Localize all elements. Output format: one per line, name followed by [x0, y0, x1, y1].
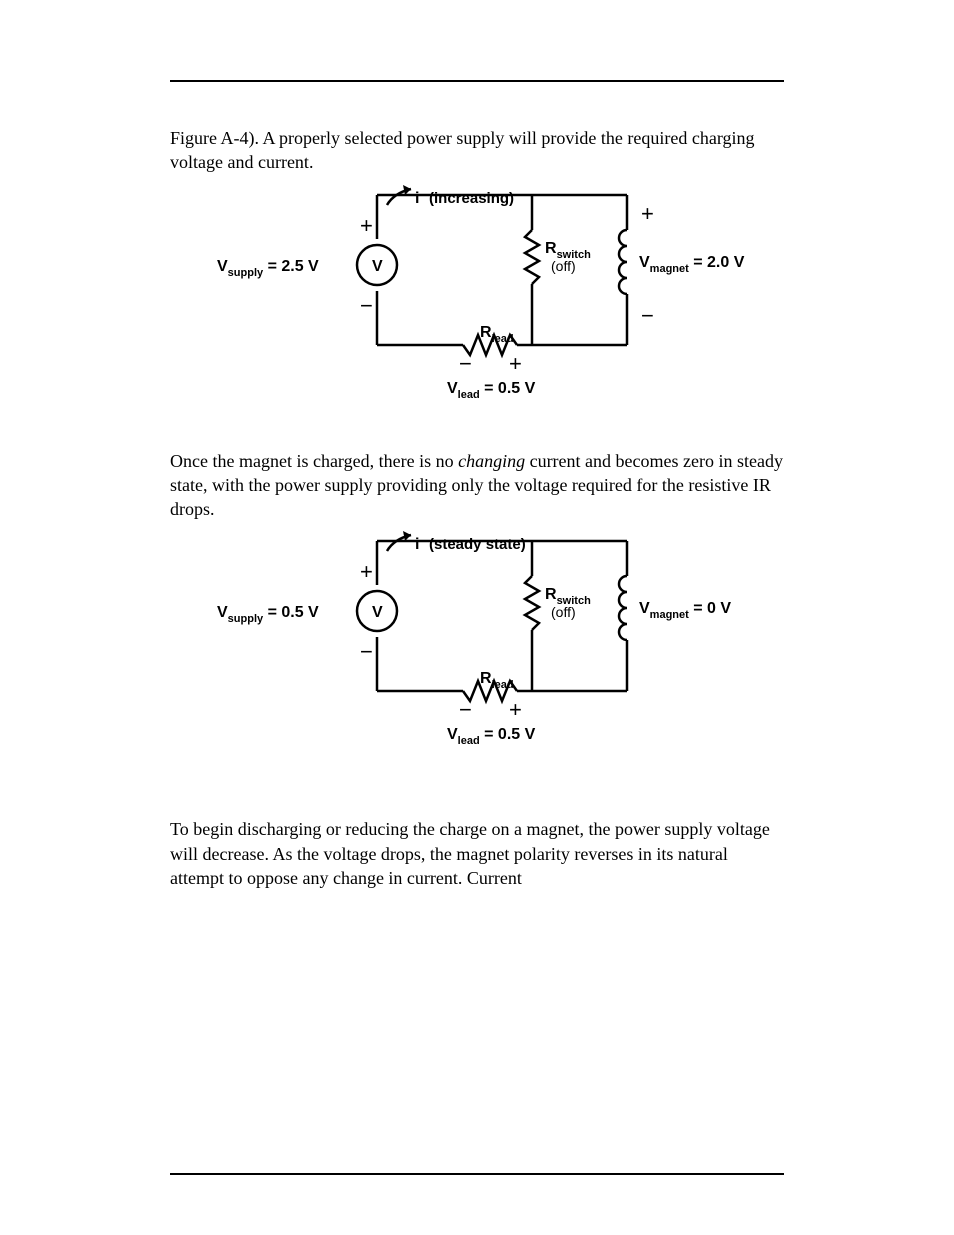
supply-plus-sign: +: [360, 559, 373, 584]
r-switch-note: (off): [551, 604, 576, 620]
r-lead-label: Rlead: [480, 670, 514, 691]
v-lead-label: Vlead = 0.5 V: [447, 726, 536, 747]
bottom-rule: [170, 1173, 784, 1175]
v-lead-label: Vlead = 0.5 V: [447, 380, 536, 401]
circuit-diagram-charging: V + − Vsupply = 2.5 V i (increasing) Rsw…: [197, 175, 757, 415]
magnet-minus-sign: −: [641, 303, 654, 328]
para2-pre: Once the magnet is charged, there is no: [170, 451, 458, 471]
magnet-plus-sign: +: [641, 201, 654, 226]
lead-minus-sign: −: [459, 697, 472, 722]
v-supply-label: Vsupply = 2.5 V: [217, 258, 319, 279]
current-i: i: [415, 190, 419, 207]
page: Figure A-4). A properly selected power s…: [0, 0, 954, 1235]
paragraph-3: To begin discharging or reducing the cha…: [170, 817, 784, 890]
r-lead-label: Rlead: [480, 324, 514, 345]
para1-text: Figure A-4). A properly selected power s…: [170, 128, 755, 172]
supply-letter: V: [372, 258, 383, 275]
para2-italic: changing: [458, 451, 525, 471]
supply-minus-sign: −: [360, 293, 373, 318]
v-supply-label: Vsupply = 0.5 V: [217, 604, 319, 625]
v-magnet-label: Vmagnet = 2.0 V: [639, 254, 745, 275]
current-i: i: [415, 536, 419, 553]
supply-plus-sign: +: [360, 213, 373, 238]
circuit-diagram-steady: V + − Vsupply = 0.5 V i (steady state) R…: [197, 521, 757, 761]
current-note: (increasing): [429, 190, 514, 207]
para3-text: To begin discharging or reducing the cha…: [170, 819, 770, 888]
r-switch-note: (off): [551, 258, 576, 274]
lead-minus-sign: −: [459, 351, 472, 376]
lead-plus-sign: +: [509, 351, 522, 376]
v-magnet-label: Vmagnet = 0 V: [639, 600, 731, 621]
top-rule: [170, 80, 784, 82]
paragraph-2: Once the magnet is charged, there is no …: [170, 449, 784, 522]
paragraph-1: Figure A-4). A properly selected power s…: [170, 126, 784, 175]
lead-plus-sign: +: [509, 697, 522, 722]
supply-minus-sign: −: [360, 639, 373, 664]
current-note: (steady state): [429, 536, 526, 553]
supply-letter: V: [372, 604, 383, 621]
